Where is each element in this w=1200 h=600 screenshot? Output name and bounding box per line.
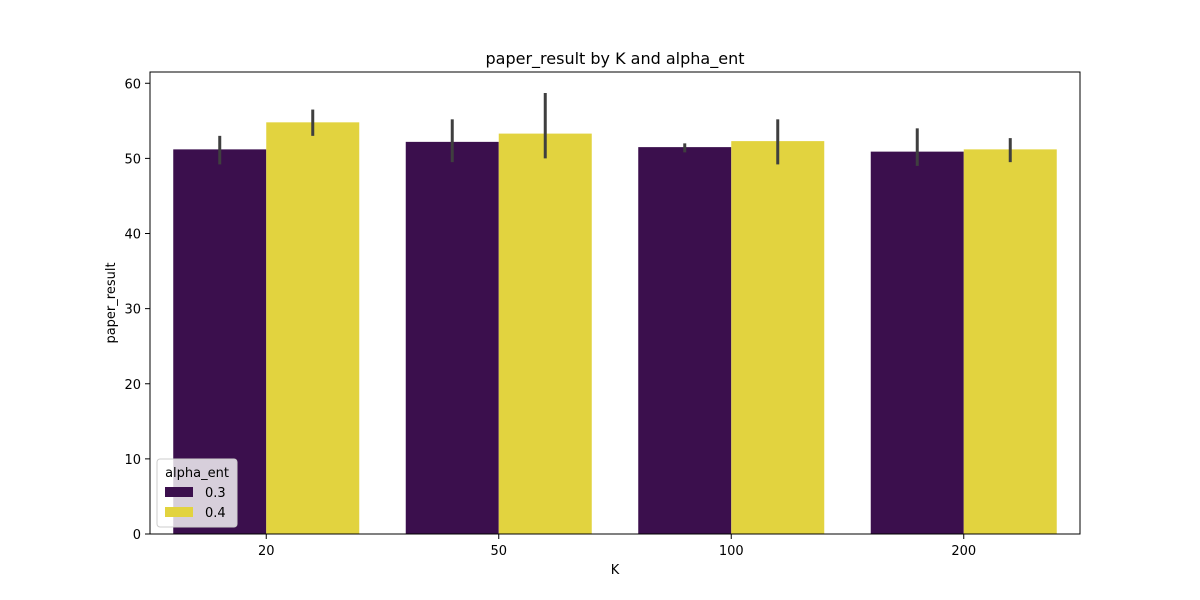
bar-K200-alpha0.3 (870, 151, 964, 534)
y-tick-label-20: 20 (124, 378, 141, 393)
bar-K100-alpha0.4 (731, 141, 825, 535)
bar-K50-alpha0.3 (405, 141, 499, 535)
legend-swatch-0.4 (165, 507, 193, 517)
y-axis-label: paper_result (104, 262, 119, 343)
legend-title: alpha_ent (165, 466, 229, 481)
y-tick-label-0: 0 (133, 528, 141, 543)
legend: alpha_ent 0.3 0.4 (156, 458, 238, 528)
x-tick-label-50: 50 (490, 544, 507, 559)
bars-layer (173, 122, 1057, 535)
legend-swatch-0.3 (165, 487, 193, 497)
y-tick-label-60: 60 (124, 77, 141, 92)
bar-K100-alpha0.3 (638, 147, 732, 534)
x-tick-label-200: 200 (951, 544, 976, 559)
chart-title: paper_result by K and alpha_ent (486, 49, 745, 69)
x-axis-label: K (611, 563, 620, 578)
y-tick-label-50: 50 (124, 152, 141, 167)
bar-K200-alpha0.4 (963, 149, 1057, 534)
bar-K20-alpha0.4 (266, 122, 360, 534)
y-axis: 0 10 20 30 40 50 60 (124, 77, 150, 543)
y-tick-label-40: 40 (124, 228, 141, 243)
x-axis: 20 50 100 200 (258, 534, 976, 559)
bar-K50-alpha0.4 (498, 133, 592, 534)
legend-label-0.4: 0.4 (205, 506, 226, 521)
x-tick-label-100: 100 (719, 544, 744, 559)
y-tick-label-10: 10 (124, 453, 141, 468)
legend-label-0.3: 0.3 (205, 486, 226, 501)
x-tick-label-20: 20 (258, 544, 275, 559)
y-tick-label-30: 30 (124, 303, 141, 318)
errorbars-layer (218, 93, 1012, 166)
plot-frame (149, 71, 1081, 535)
